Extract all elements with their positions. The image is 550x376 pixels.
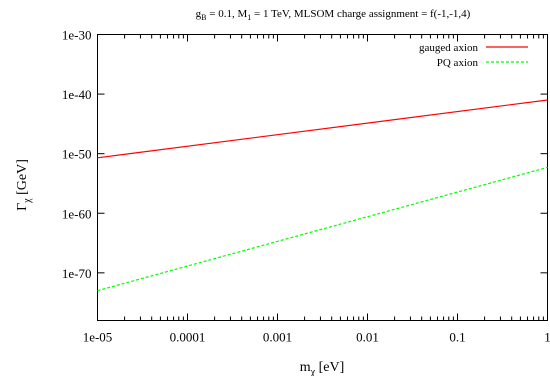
legend-label: gauged axion <box>419 42 478 54</box>
y-tick-label: 1e-50 <box>62 147 92 162</box>
plot-frame <box>97 34 548 321</box>
x-axis-label: mχ [eV] <box>300 360 345 376</box>
y-tick-label: 1e-70 <box>62 266 92 281</box>
x-tick-label: 1 <box>544 330 550 345</box>
y-tick-label: 1e-60 <box>62 206 92 221</box>
y-axis-label: Γχ [GeV] <box>15 159 33 211</box>
x-tick-label: 0.01 <box>356 330 379 345</box>
legend-label: PQ axion <box>437 57 479 69</box>
y-tick-label: 1e-30 <box>62 28 92 43</box>
x-tick-label: 1e-05 <box>83 330 113 345</box>
x-tick-label: 0.001 <box>263 330 292 345</box>
chart-title: gB = 0.1, M1 = 1 TeV, MLSOM charge assig… <box>196 8 471 22</box>
series-line-gauged-axion <box>97 99 548 159</box>
y-tick-label: 1e-40 <box>62 87 92 102</box>
legend: gauged axion PQ axion <box>419 42 528 69</box>
series-line-pq-axion <box>97 166 548 292</box>
x-tick-label: 0.1 <box>449 330 465 345</box>
x-tick-label: 0.0001 <box>170 330 206 345</box>
